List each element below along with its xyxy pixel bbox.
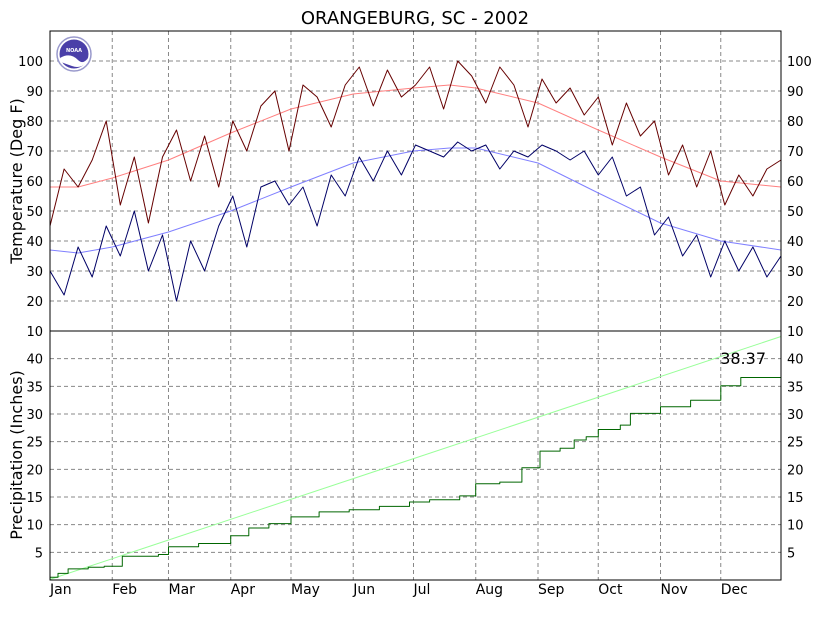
temperature-tick-label-left: 10 bbox=[26, 325, 43, 340]
noaa-logo: NOAA bbox=[56, 36, 92, 72]
precipitation-cumulative-actual-line bbox=[50, 367, 782, 578]
precipitation-tick-label-right: 20 bbox=[787, 463, 804, 478]
temperature-tick-label-right: 70 bbox=[787, 145, 804, 160]
temperature-tick-label-right: 20 bbox=[787, 295, 804, 310]
month-tick-label: Jul bbox=[412, 582, 430, 598]
precipitation-tick-label-right: 35 bbox=[787, 380, 804, 395]
month-tick-label: Jan bbox=[49, 582, 72, 598]
precipitation-tick-label-left: 10 bbox=[26, 519, 43, 534]
temperature-tick-label-right: 90 bbox=[787, 85, 804, 100]
temperature-daily-high-line bbox=[49, 60, 782, 227]
temperature-daily-low-line bbox=[49, 141, 782, 302]
grid-layer bbox=[50, 31, 781, 580]
precipitation-plot-frame bbox=[49, 330, 782, 581]
precipitation-tick-label-left: 15 bbox=[26, 491, 43, 506]
precipitation-tick-label-left: 40 bbox=[26, 353, 43, 368]
month-tick-label: Oct bbox=[598, 582, 623, 598]
precipitation-tick-label-left: 20 bbox=[26, 463, 43, 478]
precipitation-tick-label-right: 15 bbox=[787, 491, 804, 506]
temperature-tick-label-right: 80 bbox=[787, 115, 804, 130]
precipitation-tick-label-right: 30 bbox=[787, 408, 804, 423]
temperature-normal-low-line bbox=[49, 147, 782, 254]
temperature-tick-label-left: 90 bbox=[26, 85, 43, 100]
precipitation-tick-label-left: 30 bbox=[26, 408, 43, 423]
month-tick-label: Feb bbox=[112, 582, 137, 598]
precipitation-tick-label-right: 10 bbox=[787, 519, 804, 534]
precipitation-tick-label-right: 40 bbox=[787, 353, 804, 368]
temperature-tick-label-right: 100 bbox=[787, 55, 812, 70]
noaa-logo-text: NOAA bbox=[66, 48, 82, 54]
precipitation-axis-label: Precipitation (Inches) bbox=[7, 370, 26, 540]
temperature-tick-label-left: 70 bbox=[26, 145, 43, 160]
precipitation-tick-label-left: 25 bbox=[26, 436, 43, 451]
month-tick-label: Jun bbox=[352, 582, 375, 598]
temperature-tick-label-right: 30 bbox=[787, 265, 804, 280]
precipitation-cumulative-normal-line bbox=[49, 336, 782, 580]
temperature-tick-label-left: 50 bbox=[26, 205, 43, 220]
temperature-tick-label-left: 30 bbox=[26, 265, 43, 280]
temperature-tick-label-left: 40 bbox=[26, 235, 43, 250]
temperature-normal-high-line bbox=[50, 84, 782, 188]
month-tick-label: May bbox=[291, 582, 320, 598]
temperature-tick-label-right: 40 bbox=[787, 235, 804, 250]
temperature-tick-label-left: 60 bbox=[26, 175, 43, 190]
temperature-tick-label-right: 60 bbox=[787, 175, 804, 190]
month-tick-label: Mar bbox=[168, 582, 195, 598]
precipitation-total-label: 38.37 bbox=[720, 349, 766, 368]
precipitation-tick-label-right: 5 bbox=[787, 546, 795, 561]
month-tick-label: Apr bbox=[231, 582, 255, 598]
month-tick-label: Aug bbox=[476, 582, 503, 598]
month-tick-label: Nov bbox=[661, 582, 688, 598]
temperature-tick-label-left: 80 bbox=[26, 115, 43, 130]
precipitation-tick-label-right: 25 bbox=[787, 436, 804, 451]
temperature-tick-label-left: 20 bbox=[26, 295, 43, 310]
precipitation-tick-label-left: 35 bbox=[26, 380, 43, 395]
month-tick-label: Dec bbox=[721, 582, 748, 598]
temperature-tick-label-right: 50 bbox=[787, 205, 804, 220]
precipitation-tick-label-left: 5 bbox=[35, 546, 43, 561]
month-tick-label: Sep bbox=[538, 582, 565, 598]
temperature-axis-label: Temperature (Deg F) bbox=[7, 98, 26, 265]
temperature-tick-label-left: 100 bbox=[18, 55, 43, 70]
axis-layer: 10 10 20 20 30 30 40 40 50 50 60 60 70 70 80 80 90 90 100 1… bbox=[18, 55, 812, 598]
chart-title: ORANGEBURG, SC - 2002 bbox=[301, 8, 529, 29]
series-layer bbox=[49, 60, 782, 580]
temperature-tick-label-right: 10 bbox=[787, 325, 804, 340]
noaa-logo-bird bbox=[60, 55, 88, 67]
